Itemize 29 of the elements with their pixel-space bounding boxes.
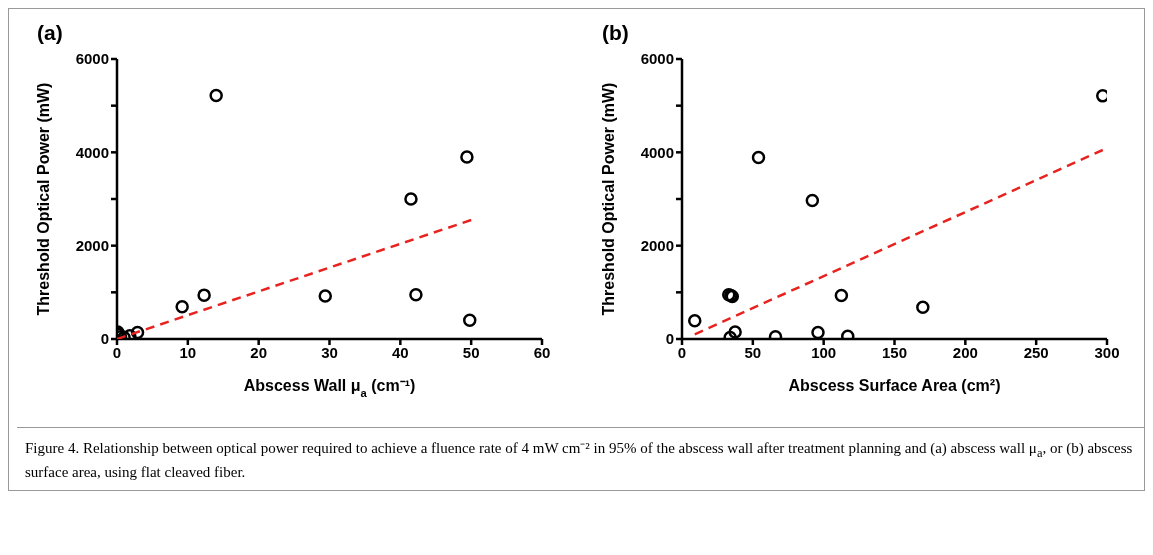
x-tick-label: 50 bbox=[744, 343, 762, 361]
x-tick-label: 100 bbox=[811, 343, 837, 361]
x-tick-label: 200 bbox=[952, 343, 978, 361]
x-tick-label: 40 bbox=[391, 343, 409, 361]
y-axis-title: Threshold Optical Power (mW) bbox=[600, 82, 617, 316]
x-tick-label: 50 bbox=[462, 343, 480, 361]
x-tick-label: 20 bbox=[250, 343, 268, 361]
x-tick-label: 0 bbox=[112, 343, 122, 361]
y-tick-label: 4000 bbox=[75, 143, 109, 161]
y-axis-title: Threshold Optical Power (mW) bbox=[35, 82, 52, 316]
text: Figure 4. Relationship between optical power required to achieve a fluence rate of 4 mW cm⁻² in 95% of the abscess wall after treatment planning and (a) abscess wall μ$_{a}$, or (b) abscess surface area, using flat cleaved fiber. bbox=[25, 440, 1133, 480]
x-tick-label: 250 bbox=[1023, 343, 1049, 361]
y-tick-label: 0 bbox=[665, 330, 674, 348]
y-tick-label: 2000 bbox=[640, 236, 674, 254]
chart-title: (a) bbox=[37, 21, 63, 45]
y-tick-label: 0 bbox=[100, 330, 109, 348]
y-tick-label: 2000 bbox=[75, 236, 109, 254]
x-tick-label: 300 bbox=[1094, 343, 1120, 361]
x-tick-label: 150 bbox=[881, 343, 908, 361]
x-tick-label: 0 bbox=[677, 343, 687, 361]
x-tick-label: 60 bbox=[533, 343, 551, 361]
x-tick-label: 30 bbox=[321, 343, 338, 361]
x-tick-label: 10 bbox=[179, 343, 197, 361]
y-tick-label: 6000 bbox=[640, 50, 674, 68]
chart-title: (b) bbox=[602, 21, 629, 45]
y-tick-label: 6000 bbox=[75, 50, 109, 68]
x-axis-title: Abscess Surface Area (cm²) bbox=[788, 377, 1001, 394]
y-tick-label: 4000 bbox=[640, 143, 674, 161]
x-axis-title: Abscess Wall μ$_{a}$ (cm⁻¹) bbox=[243, 377, 416, 399]
